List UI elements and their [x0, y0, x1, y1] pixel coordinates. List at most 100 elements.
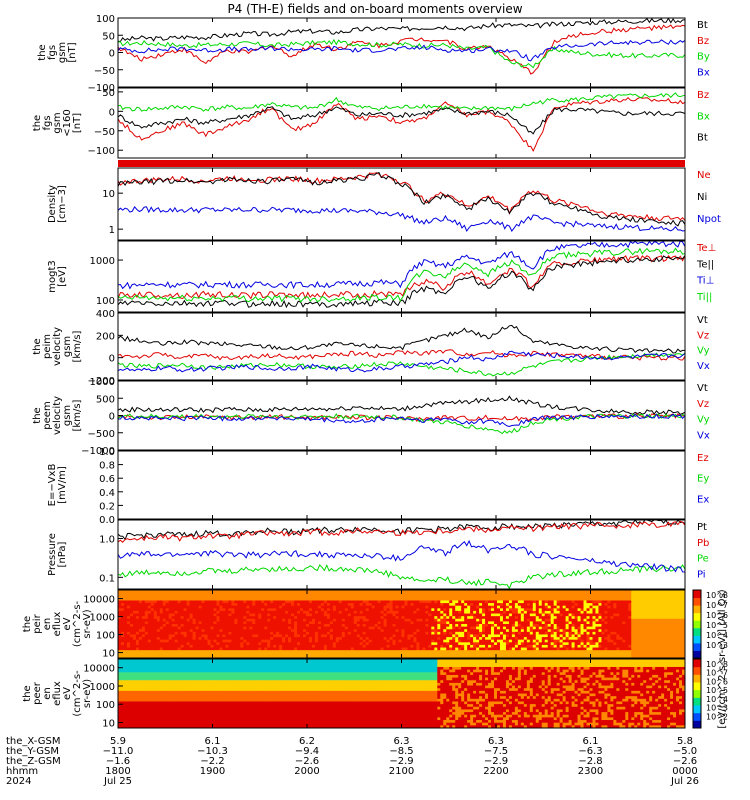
heatmap-cell [320, 595, 325, 599]
heatmap-cell [150, 616, 155, 620]
heatmap-cell [273, 613, 277, 617]
heatmap-cell [332, 650, 337, 654]
heatmap-cell [323, 605, 328, 609]
heatmap-cell [580, 590, 585, 594]
heatmap-cell [386, 652, 391, 656]
heatmap-cell [577, 590, 582, 594]
heatmap-cell [407, 642, 411, 646]
heatmap-cell [386, 644, 391, 649]
heatmap-cell [347, 616, 352, 620]
heatmap-cell [308, 621, 313, 625]
heatmap-cell [282, 621, 286, 625]
heatmap-cell [276, 639, 280, 643]
heatmap-cell [613, 644, 617, 649]
heatmap-cell [341, 605, 346, 609]
heatmap-cell [377, 626, 382, 630]
heatmap-cell [461, 592, 465, 596]
heatmap-cell [616, 629, 620, 633]
heatmap-cell [144, 652, 149, 656]
heatmap-cell [401, 624, 405, 628]
heatmap-cell [538, 650, 543, 654]
heatmap-cell [422, 644, 426, 649]
heatmap-cell [523, 595, 528, 599]
heatmap-cell [458, 605, 462, 609]
heatmap-cell [222, 610, 226, 615]
heatmap-cell [320, 634, 325, 638]
heatmap-cell [356, 652, 361, 656]
heatmap-cell [374, 592, 379, 596]
heatmap-cell [574, 629, 579, 633]
heatmap-cell [273, 592, 277, 596]
legend-green: Ey [697, 474, 709, 485]
heatmap-cell [138, 621, 143, 625]
heatmap-cell [428, 647, 432, 651]
heatmap-cell [222, 637, 226, 641]
heatmap-cell [395, 652, 400, 656]
heatmap-cell [338, 637, 343, 641]
heatmap-cell [213, 629, 217, 633]
heatmap-cell [162, 603, 167, 607]
heatmap-cell [317, 603, 322, 607]
heatmap-cell [491, 592, 495, 596]
heatmap-cell [198, 608, 203, 612]
heatmap-cell [437, 652, 441, 656]
heatmap-cell [249, 618, 253, 622]
heatmap-cell [464, 597, 468, 601]
heatmap-cell [491, 626, 495, 630]
heatmap-cell [207, 652, 212, 656]
heatmap-cell [634, 603, 638, 607]
heatmap-cell [144, 616, 149, 620]
heatmap-cell [258, 592, 262, 596]
heatmap-cell [294, 613, 298, 617]
heatmap-cell [186, 608, 191, 612]
heatmap-cell [156, 650, 161, 654]
heatmap-cell [162, 655, 167, 659]
heatmap-cell [425, 595, 429, 599]
heatmap-cell [323, 639, 328, 643]
heatmap-cell [380, 600, 385, 604]
heatmap-cell [368, 642, 373, 646]
heatmap-cell [174, 637, 179, 641]
heatmap-cell [332, 637, 337, 641]
heatmap-cell [303, 621, 307, 625]
heatmap-cell [643, 629, 647, 633]
heatmap-cell [237, 650, 241, 654]
heatmap-cell [320, 603, 325, 607]
heatmap-cell [311, 618, 316, 622]
heatmap-cell [479, 592, 483, 596]
heatmap-cell [291, 600, 295, 604]
heatmap-cell [607, 637, 611, 641]
heatmap-cell [186, 603, 191, 607]
heatmap-cell [285, 650, 289, 654]
heatmap-cell [517, 621, 522, 625]
heatmap-cell [392, 610, 397, 615]
heatmap-cell [446, 644, 450, 649]
heatmap-cell [613, 592, 617, 596]
heatmap-cell [485, 650, 489, 654]
heatmap-cell [455, 650, 459, 654]
heatmap-cell [353, 618, 358, 622]
heatmap-cell [174, 624, 179, 628]
heatmap-cell [371, 603, 376, 607]
heatmap-cell [159, 655, 164, 659]
heatmap-cell [273, 629, 277, 633]
heatmap-cell [470, 592, 474, 596]
heatmap-cell [532, 631, 537, 635]
heatmap-cell [180, 639, 185, 643]
heatmap-cell [303, 642, 307, 646]
heatmap-cell [156, 597, 161, 601]
heatmap-cell [276, 618, 280, 622]
heatmap-cell [201, 618, 206, 622]
heatmap-cell [306, 652, 310, 656]
heatmap-cell [389, 634, 394, 638]
heatmap-cell [362, 592, 367, 596]
heatmap-cell [544, 644, 549, 649]
heatmap-cell [413, 629, 417, 633]
heatmap-cell [308, 652, 313, 656]
heatmap-cell [308, 631, 313, 635]
heatmap-cell [395, 644, 400, 649]
heatmap-cell [350, 603, 355, 607]
heatmap-cell [601, 652, 605, 656]
heatmap-cell [258, 621, 262, 625]
heatmap-cell [123, 590, 128, 594]
